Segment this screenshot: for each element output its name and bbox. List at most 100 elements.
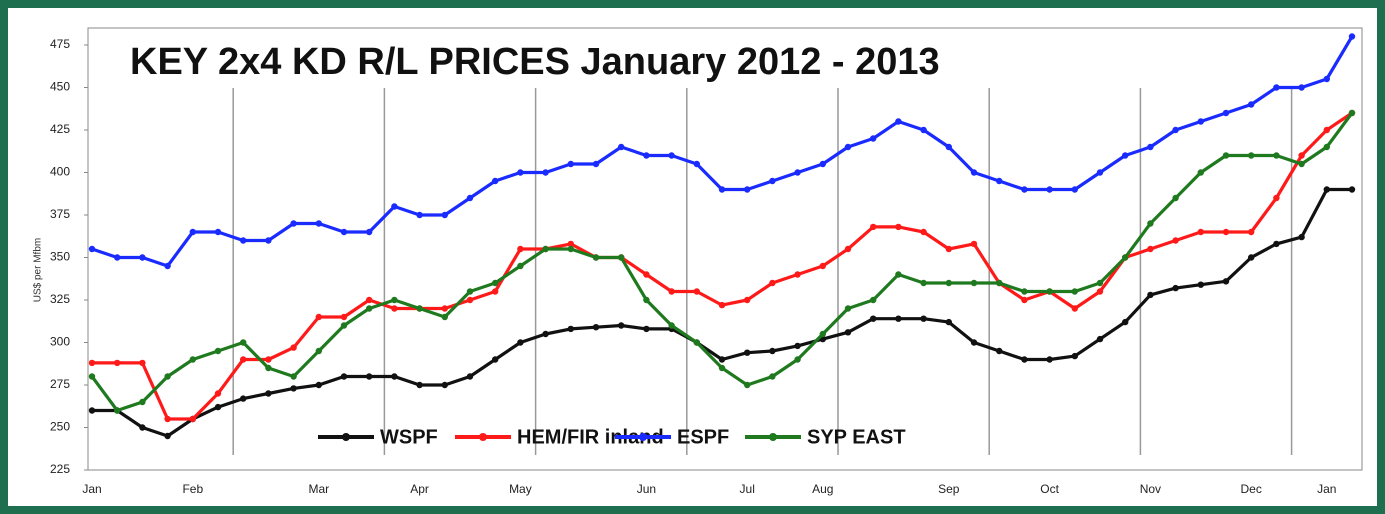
point	[214, 347, 222, 355]
x-tick-label: Aug	[812, 482, 833, 496]
point	[1298, 84, 1305, 91]
x-tick-label: Dec	[1241, 482, 1262, 496]
point	[139, 424, 146, 431]
point	[240, 339, 247, 346]
point	[391, 373, 398, 380]
point	[1197, 169, 1205, 176]
point	[1122, 254, 1129, 261]
point	[1197, 228, 1205, 236]
point	[1096, 169, 1104, 176]
point	[895, 315, 902, 322]
point	[1071, 305, 1079, 312]
point	[1096, 279, 1104, 287]
point	[315, 347, 322, 355]
point	[492, 177, 499, 185]
point	[164, 262, 171, 270]
point	[366, 296, 373, 304]
point	[1197, 118, 1205, 125]
point	[1222, 278, 1230, 285]
point	[744, 381, 751, 389]
point	[441, 313, 448, 321]
y-tick-label: 275	[50, 377, 70, 391]
point	[870, 315, 877, 322]
point	[1273, 152, 1280, 159]
point	[290, 373, 297, 380]
point	[1046, 186, 1053, 193]
point	[1096, 288, 1104, 295]
point	[1046, 356, 1053, 363]
legend-marker	[769, 433, 777, 441]
point	[466, 194, 474, 202]
point	[844, 143, 852, 151]
point	[340, 313, 348, 321]
point	[1147, 220, 1154, 227]
point	[1273, 194, 1280, 202]
point	[1222, 228, 1230, 236]
y-tick-label: 375	[50, 207, 70, 221]
point	[618, 322, 625, 329]
point	[996, 279, 1003, 287]
point	[1298, 152, 1305, 159]
point	[996, 347, 1003, 355]
point	[1298, 160, 1305, 168]
point	[340, 228, 348, 236]
point	[567, 240, 574, 248]
point	[819, 262, 826, 270]
point	[214, 403, 222, 411]
point	[1096, 335, 1104, 343]
point	[1248, 254, 1255, 261]
point	[1222, 152, 1230, 159]
point	[1323, 143, 1331, 151]
point	[592, 160, 600, 168]
point	[1172, 284, 1179, 292]
point	[668, 152, 675, 159]
point	[1122, 318, 1129, 326]
point	[416, 211, 423, 219]
point	[945, 245, 952, 253]
point	[895, 118, 902, 125]
point	[139, 359, 146, 367]
y-tick-label: 425	[50, 122, 70, 136]
point	[88, 373, 96, 380]
point	[517, 169, 524, 176]
point	[970, 169, 978, 176]
point	[1348, 109, 1356, 117]
point	[744, 349, 751, 356]
x-tick-label: Jul	[740, 482, 755, 496]
plot-area	[87, 27, 1363, 471]
point	[240, 356, 247, 363]
point	[618, 254, 625, 261]
point	[819, 330, 826, 338]
legend-label: WSPF	[380, 426, 438, 448]
point	[1248, 101, 1255, 108]
y-tick-label: 450	[50, 80, 70, 94]
point	[567, 245, 574, 253]
y-tick-label: 475	[50, 37, 70, 51]
point	[592, 254, 600, 261]
point	[466, 288, 474, 295]
point	[718, 364, 726, 372]
point	[164, 432, 171, 440]
point	[643, 152, 650, 159]
point	[1222, 109, 1230, 117]
point	[517, 262, 524, 270]
y-tick-label: 225	[50, 462, 70, 476]
x-tick-label: Feb	[182, 482, 203, 496]
point	[1273, 240, 1280, 248]
point	[492, 356, 499, 363]
point	[844, 245, 852, 253]
point	[1122, 152, 1129, 159]
x-tick-label: Jun	[637, 482, 656, 496]
point	[366, 228, 373, 236]
x-tick-label: Sep	[938, 482, 960, 496]
point	[265, 356, 272, 363]
legend-label: ESPF	[677, 426, 729, 448]
point	[189, 415, 196, 423]
point	[1172, 237, 1179, 244]
y-tick-label: 325	[50, 292, 70, 306]
y-tick-label: 250	[50, 420, 70, 434]
point	[794, 342, 801, 350]
point	[416, 305, 423, 312]
point	[1273, 84, 1280, 91]
x-tick-label: Nov	[1140, 482, 1161, 496]
